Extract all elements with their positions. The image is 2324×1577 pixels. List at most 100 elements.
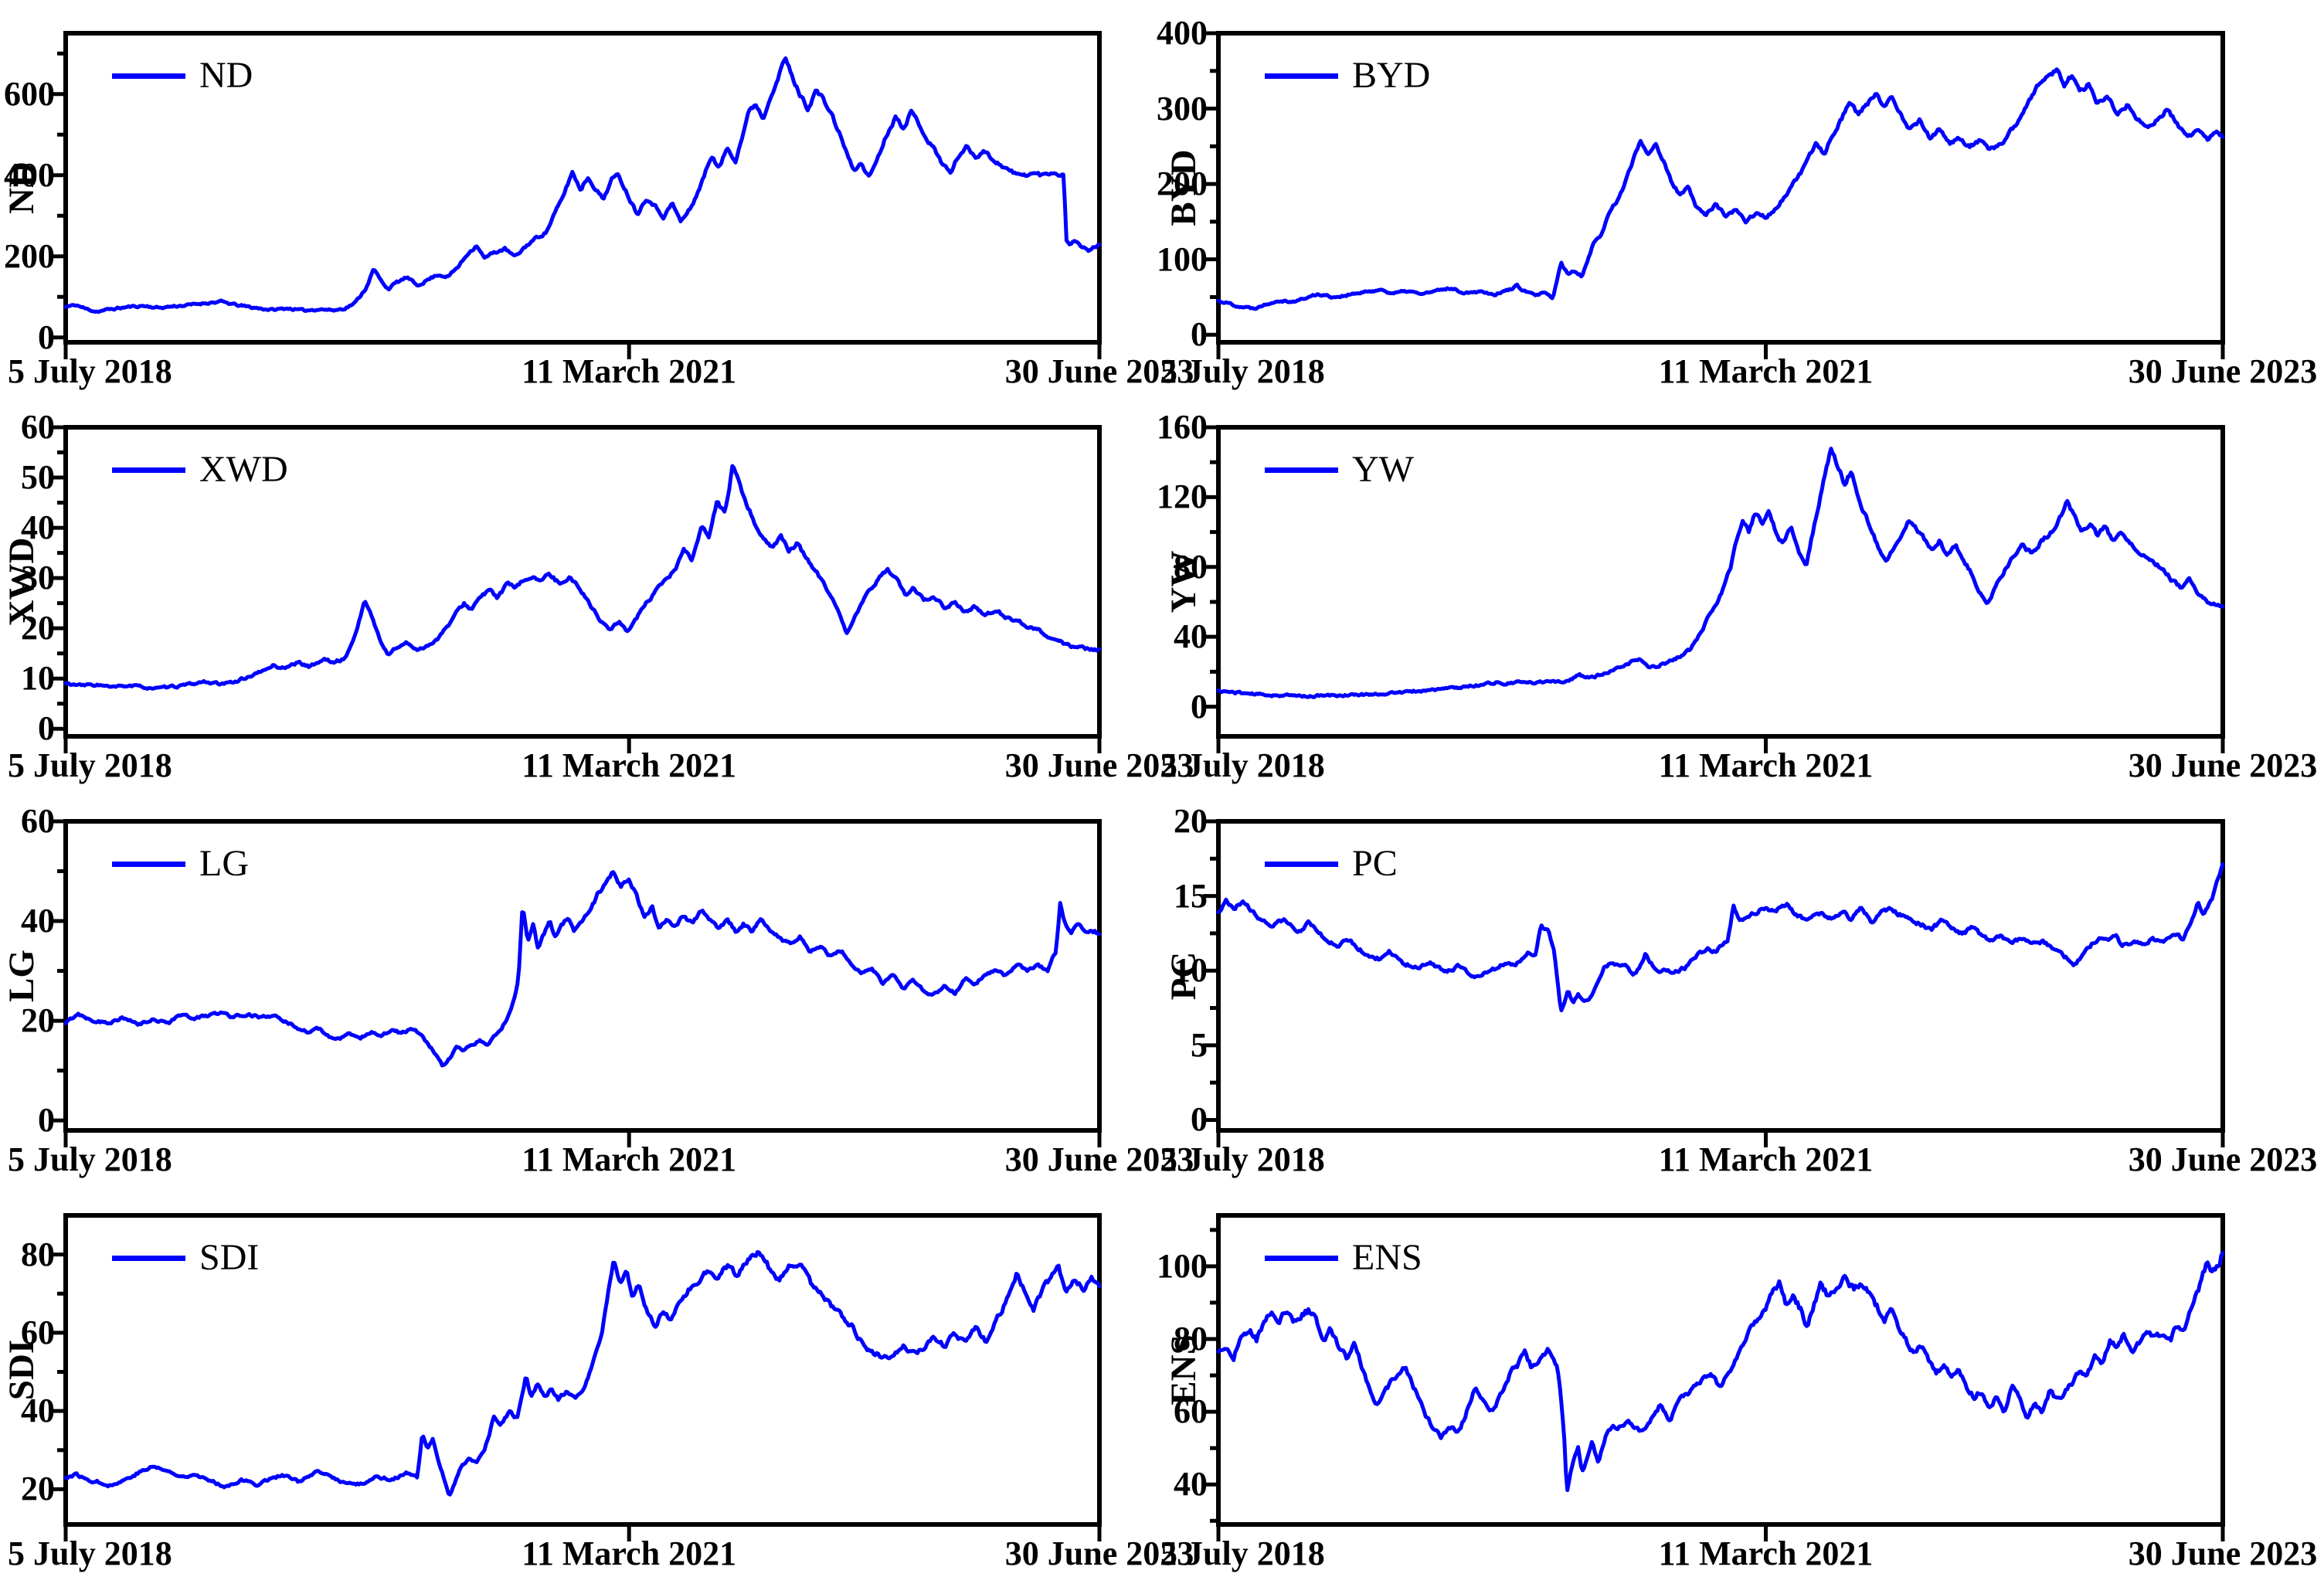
y-axis-tick-label: 5 xyxy=(1191,1025,1208,1064)
legend-label: LG xyxy=(199,843,249,884)
y-axis-tick-label: 120 xyxy=(1157,478,1208,516)
x-axis-tick-label: 5 July 2018 xyxy=(8,746,172,784)
y-axis-tick-label: 50 xyxy=(21,458,55,497)
y-axis-tick-label: 600 xyxy=(4,74,55,113)
x-axis-tick-label: 11 March 2021 xyxy=(522,746,737,784)
x-axis-tick-label: 30 June 2023 xyxy=(1004,1535,1194,1572)
legend-line-swatch xyxy=(1265,467,1338,473)
x-axis-tick-label: 11 March 2021 xyxy=(1658,1140,1874,1178)
x-axis-tick-label: 11 March 2021 xyxy=(1658,746,1874,784)
y-axis-tick-label: 0 xyxy=(1191,315,1208,354)
plot-spines xyxy=(63,1213,1102,1527)
data-line-sdi xyxy=(63,1250,1102,1497)
x-axis-tick-label: 30 June 2023 xyxy=(2128,746,2318,784)
chart-panel-ens: 40 60 80 100 5 July 2018 11 March 2021 30 June… xyxy=(1157,1182,2324,1576)
y-axis-tick-label: 0 xyxy=(1191,687,1208,726)
data-line-ens xyxy=(1216,1251,2225,1492)
plot-svg-lg xyxy=(50,819,1102,1147)
data-line-yw xyxy=(1216,447,2225,699)
legend-line-swatch xyxy=(112,862,185,867)
chart-panel-xwd: 0 10 20 30 40 50 60 5 July 2018 11 March 2021 30 … xyxy=(0,394,1194,788)
y-axis-tick-label: 40 xyxy=(21,1392,55,1430)
y-axis-tick-label: 0 xyxy=(1191,1100,1208,1139)
y-axis-title-lg: LG xyxy=(2,950,42,1002)
y-axis-title-sdi: SDI xyxy=(2,1339,42,1401)
y-axis-title-byd: BYD xyxy=(1164,149,1204,226)
x-axis-tick-label: 5 July 2018 xyxy=(1160,1535,1325,1572)
y-axis-tick-label: 20 xyxy=(1174,802,1208,840)
y-axis-tick-label: 40 xyxy=(1174,1465,1208,1504)
chart-panel-sdi: 20 40 60 80 5 July 2018 11 March 2021 30 June … xyxy=(0,1182,1194,1576)
y-axis-title-nd: ND xyxy=(2,161,42,214)
plot-spines xyxy=(1216,425,2225,739)
plot-spines xyxy=(63,425,1102,739)
chart-panel-lg: 0 20 40 60 5 July 2018 11 March 2021 30 June 2… xyxy=(0,788,1194,1182)
chart-panel-yw: 0 40 80 120 160 5 July 2018 11 March 2021 30 Ju… xyxy=(1157,394,2324,788)
y-axis-tick-label: 40 xyxy=(1174,617,1208,656)
y-axis-tick-label: 80 xyxy=(21,1235,55,1273)
x-axis-tick-label: 30 June 2023 xyxy=(1004,1140,1194,1178)
plot-spines xyxy=(1216,31,2225,345)
y-axis-tick-label: 0 xyxy=(38,318,55,356)
x-axis-tick-label: 30 June 2023 xyxy=(1004,352,1194,390)
y-axis-title-ens: ENS xyxy=(1164,1334,1204,1405)
legend-label: PC xyxy=(1352,843,1398,884)
legend-label: ENS xyxy=(1352,1237,1422,1278)
plot-svg-yw xyxy=(1203,425,2225,753)
x-axis-tick-label: 11 March 2021 xyxy=(522,1535,737,1572)
y-axis-tick-label: 10 xyxy=(21,659,55,698)
plot-svg-xwd xyxy=(50,425,1102,753)
y-axis-tick-label: 100 xyxy=(1157,240,1208,278)
x-axis-tick-label: 11 March 2021 xyxy=(522,352,737,390)
data-line-byd xyxy=(1216,67,2225,311)
x-axis-tick-label: 5 July 2018 xyxy=(1160,352,1325,390)
legend-label: XWD xyxy=(199,449,288,490)
x-axis-tick-label: 5 July 2018 xyxy=(8,352,172,390)
y-axis-tick-label: 100 xyxy=(1157,1246,1208,1285)
x-axis-tick-label: 30 June 2023 xyxy=(2128,1535,2318,1572)
legend-line-swatch xyxy=(1265,73,1338,79)
x-axis-tick-label: 30 June 2023 xyxy=(1004,746,1194,784)
y-axis-tick-label: 20 xyxy=(21,609,55,647)
plot-spines xyxy=(63,819,1102,1133)
y-axis-tick-label: 60 xyxy=(21,408,55,446)
legend-line-swatch xyxy=(112,73,185,79)
y-axis-tick-label: 80 xyxy=(1174,1320,1208,1358)
x-axis-tick-label: 30 June 2023 xyxy=(2128,1140,2318,1178)
x-axis-tick-label: 5 July 2018 xyxy=(8,1140,172,1178)
chart-panel-pc: 0 5 10 15 20 5 July 2018 11 March 2021 30 June … xyxy=(1160,788,2324,1182)
plot-svg-sdi xyxy=(50,1213,1102,1541)
legend-line-swatch xyxy=(112,1256,185,1261)
y-axis-title-pc: PC xyxy=(1164,951,1204,1001)
x-axis-tick-label: 11 March 2021 xyxy=(522,1140,737,1178)
y-axis-tick-label: 60 xyxy=(1174,1392,1208,1431)
plot-spines xyxy=(1216,819,2225,1133)
data-line-lg xyxy=(63,870,1102,1068)
legend-label: BYD xyxy=(1352,55,1431,96)
y-axis-tick-label: 40 xyxy=(21,902,55,940)
y-axis-tick-label: 40 xyxy=(21,508,55,547)
x-axis-tick-label: 30 June 2023 xyxy=(2128,352,2318,390)
legend-line-swatch xyxy=(1265,862,1338,867)
data-line-xwd xyxy=(63,464,1102,691)
y-axis-tick-label: 60 xyxy=(21,1313,55,1351)
legend-label: YW xyxy=(1352,449,1414,490)
legend-label: ND xyxy=(199,55,253,96)
x-axis-tick-label: 5 July 2018 xyxy=(1160,1140,1325,1178)
y-axis-tick-label: 30 xyxy=(21,559,55,597)
y-axis-tick-label: 0 xyxy=(38,709,55,748)
y-axis-tick-label: 400 xyxy=(1157,14,1208,52)
chart-panel-nd: 0 200 400 600 5 July 2018 11 March 2021 30 Jun… xyxy=(0,0,1194,394)
y-axis-tick-label: 0 xyxy=(38,1101,55,1140)
legend-line-swatch xyxy=(112,467,185,473)
plot-svg-ens xyxy=(1203,1213,2225,1541)
y-axis-tick-label: 60 xyxy=(21,802,55,840)
y-axis-tick-label: 300 xyxy=(1157,89,1208,127)
plot-svg-nd xyxy=(50,31,1102,359)
y-axis-tick-label: 80 xyxy=(1174,547,1208,586)
x-axis-tick-label: 5 July 2018 xyxy=(8,1535,172,1572)
y-axis-tick-label: 400 xyxy=(4,155,55,194)
plot-svg-byd xyxy=(1203,31,2225,359)
y-axis-tick-label: 200 xyxy=(1157,165,1208,203)
